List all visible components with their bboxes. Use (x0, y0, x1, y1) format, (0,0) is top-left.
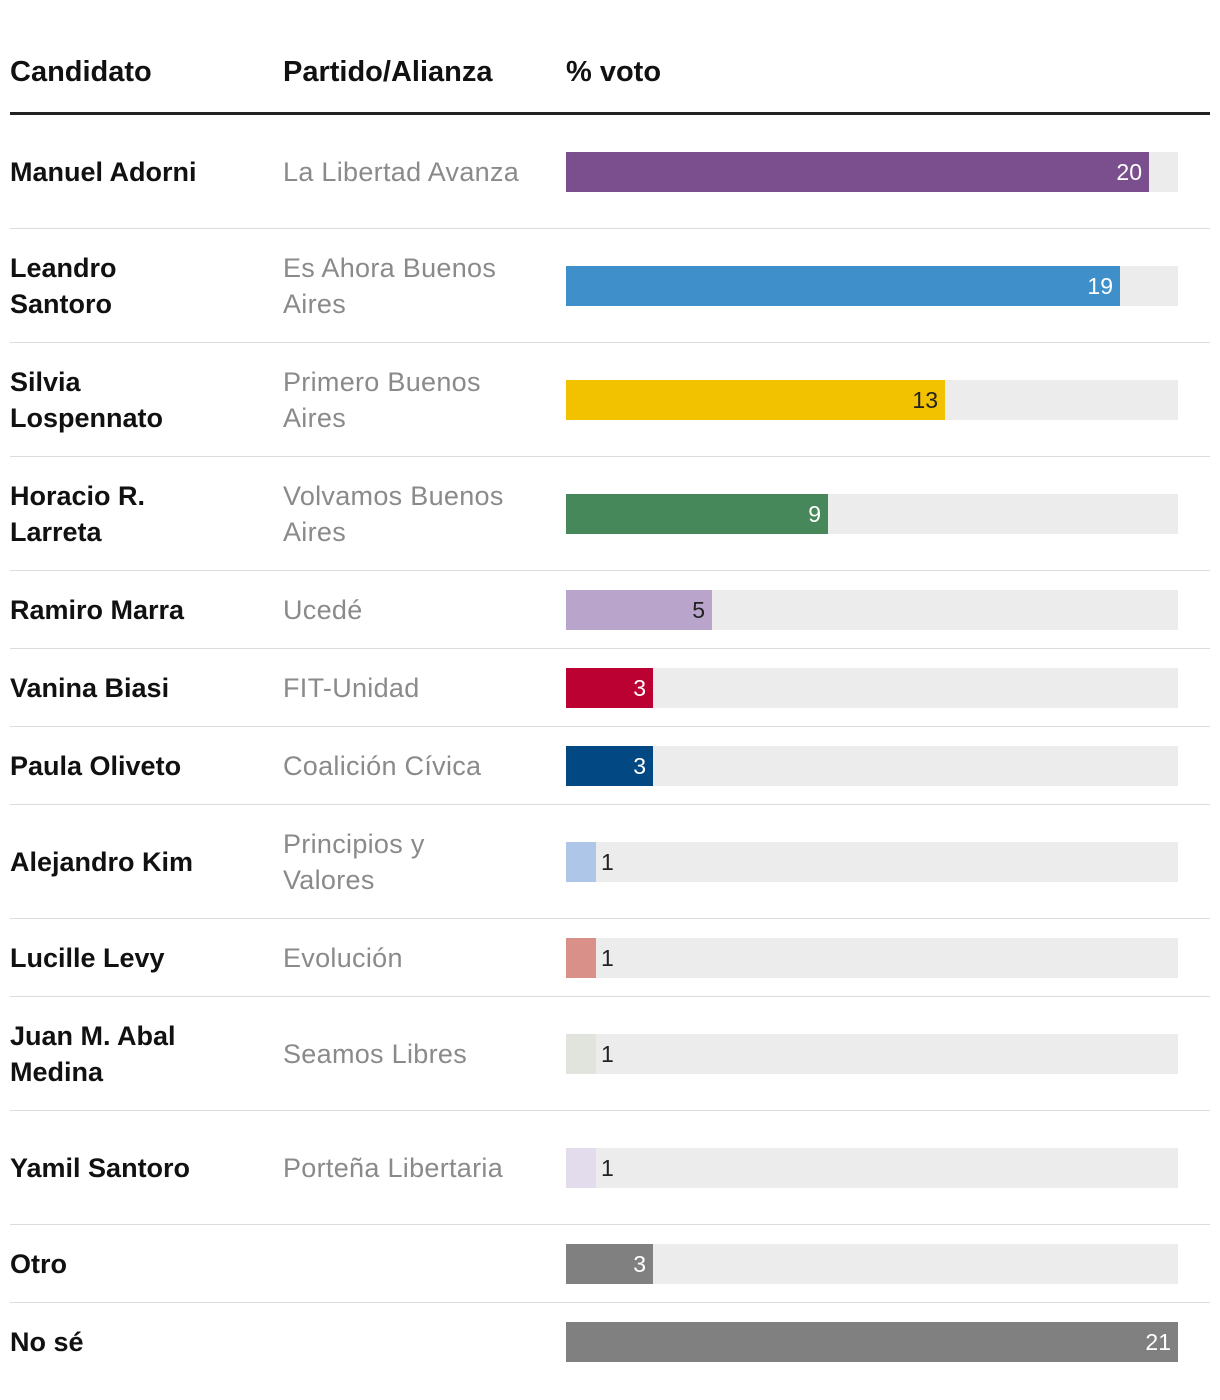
party-name: FIT-Unidad (283, 672, 420, 703)
bar-value-label: 3 (633, 674, 646, 701)
table-row: Juan M. Abal Medina Seamos Libres 1 (10, 997, 1210, 1111)
bar-value-label: 3 (633, 1250, 646, 1277)
bar-track: 3 (566, 745, 1178, 786)
candidate-name: Manuel Adorni (10, 156, 197, 187)
bar-value-label: 19 (1087, 272, 1113, 299)
table-row: Ramiro Marra Ucedé 5 (10, 571, 1210, 649)
bar-value-label: 1 (601, 944, 614, 971)
bar-value-label: 5 (692, 596, 705, 623)
party-name: Es Ahora Buenos Aires (283, 252, 497, 319)
bar-track: 13 (566, 379, 1178, 420)
party-name: Primero Buenos Aires (283, 366, 481, 433)
bar-track: 19 (566, 265, 1178, 306)
table-header: Candidato Partido/Alianza % voto (10, 0, 1210, 115)
party-name: Ucedé (283, 594, 363, 625)
party-name: La Libertad Avanza (283, 156, 520, 187)
candidate-name: Paula Oliveto (10, 750, 182, 781)
bar-track: 3 (566, 1243, 1178, 1284)
bar-value-label: 20 (1116, 158, 1142, 185)
candidate-name: Otro (10, 1248, 67, 1279)
bar (566, 937, 596, 978)
bar-value-label: 3 (633, 752, 646, 779)
bar-value-label: 1 (601, 848, 614, 875)
candidate-name: Ramiro Marra (10, 594, 185, 625)
table-row: Horacio R. Larreta Volvamos Buenos Aires 9 (10, 457, 1210, 571)
bar-track: 21 (566, 1322, 1178, 1362)
bar (566, 589, 712, 630)
bar-track: 20 (566, 151, 1178, 192)
candidate-name: Juan M. Abal Medina (10, 1020, 176, 1087)
table-row: Vanina Biasi FIT-Unidad 3 (10, 649, 1210, 727)
table-row: Manuel Adorni La Libertad Avanza 20 (10, 115, 1210, 229)
candidate-name: Alejandro Kim (10, 846, 194, 877)
bar (566, 493, 828, 534)
bar (566, 841, 596, 882)
bar-value-label: 21 (1145, 1329, 1171, 1355)
candidate-name: Horacio R. Larreta (10, 480, 146, 547)
table-row: Silvia Lospennato Primero Buenos Aires 13 (10, 343, 1210, 457)
bar (566, 1033, 596, 1074)
candidate-name: Vanina Biasi (10, 672, 170, 703)
party-name: Coalición Cívica (283, 750, 482, 781)
bar-value-label: 13 (912, 386, 938, 413)
table-row: Otro 3 (10, 1225, 1210, 1303)
party-name: Porteña Libertaria (283, 1152, 504, 1183)
party-name: Seamos Libres (283, 1038, 467, 1069)
candidate-name: Lucille Levy (10, 942, 165, 973)
bar (566, 1243, 653, 1284)
bar-track: 1 (566, 937, 1178, 978)
bar-track: 1 (566, 841, 1178, 882)
party-name: Evolución (283, 942, 403, 973)
bar (566, 745, 653, 786)
table-row: No sé 21 (10, 1303, 1210, 1381)
table-row: Lucille Levy Evolución 1 (10, 919, 1210, 997)
bar-track: 9 (566, 493, 1178, 534)
bar-track: 3 (566, 667, 1178, 708)
candidate-name: Silvia Lospennato (10, 366, 163, 433)
bar-value-label: 1 (601, 1154, 614, 1181)
bar (566, 1147, 596, 1188)
table-row: Yamil Santoro Porteña Libertaria 1 (10, 1111, 1210, 1225)
candidate-name: Yamil Santoro (10, 1152, 191, 1183)
bar-track: 5 (566, 589, 1178, 630)
header-party: Partido/Alianza (283, 56, 493, 88)
party-name: Principios y Valores (283, 828, 425, 895)
bar-value-label: 9 (808, 500, 821, 527)
table-row: Leandro Santoro Es Ahora Buenos Aires 19 (10, 229, 1210, 343)
candidate-name: Leandro Santoro (10, 252, 117, 319)
party-name: Volvamos Buenos Aires (283, 480, 504, 547)
header-vote: % voto (566, 56, 662, 88)
bar (566, 667, 653, 708)
header-candidate: Candidato (10, 56, 152, 88)
bar (566, 1322, 1178, 1362)
bar-track: 1 (566, 1033, 1178, 1074)
table-row: Alejandro Kim Principios y Valores 1 (10, 805, 1210, 919)
table-row: Paula Oliveto Coalición Cívica 3 (10, 727, 1210, 805)
bar (566, 151, 1149, 192)
bar (566, 265, 1120, 306)
candidate-name: No sé (10, 1327, 84, 1357)
bar-track: 1 (566, 1147, 1178, 1188)
bar-value-label: 1 (601, 1040, 614, 1067)
bar (566, 379, 945, 420)
